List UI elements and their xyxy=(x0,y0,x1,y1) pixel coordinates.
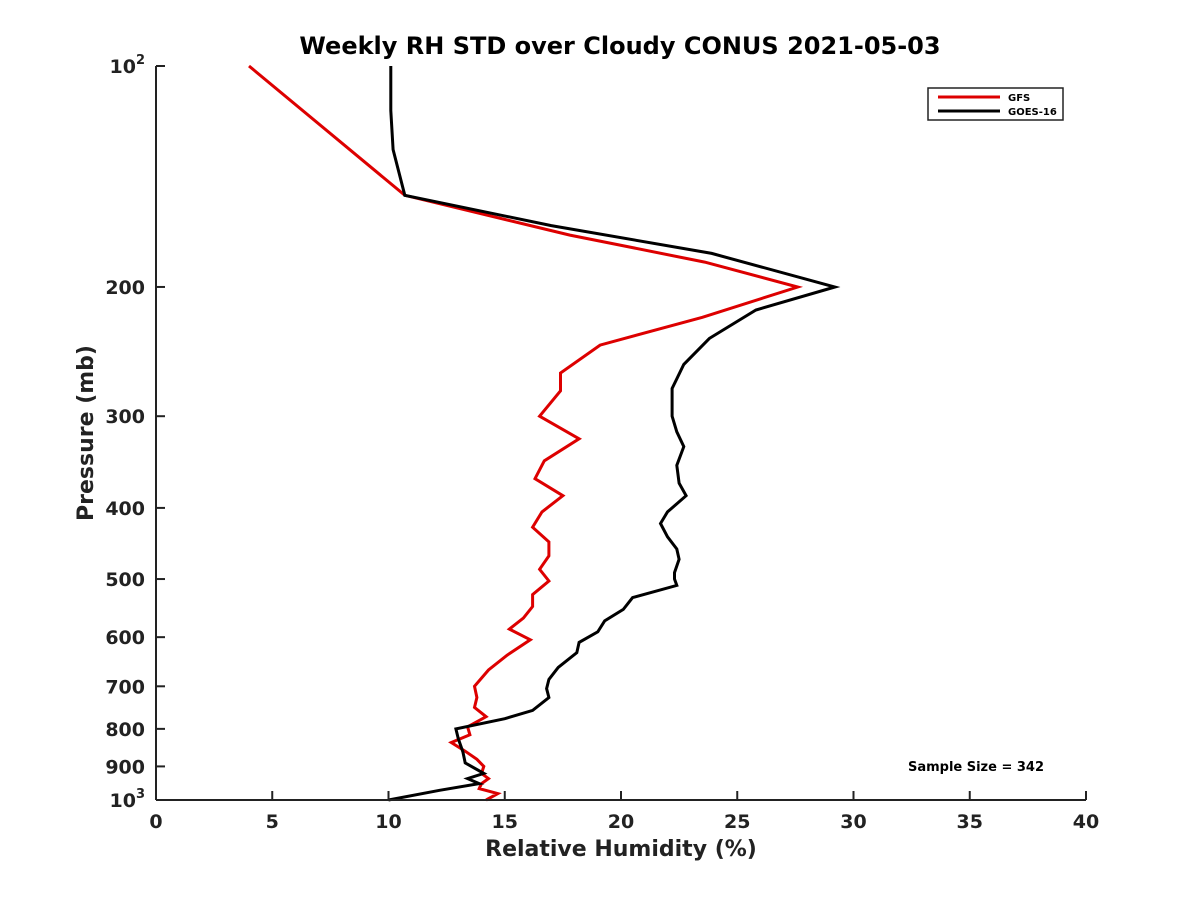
x-ticks: 0 5 10 15 20 25 30 35 40 xyxy=(149,791,1099,833)
y-tick-label: 600 xyxy=(105,627,145,649)
y-tick-label: 103 xyxy=(110,787,146,812)
x-tick-label: 25 xyxy=(724,811,750,833)
y-tick-label: 900 xyxy=(105,756,145,778)
y-tick-label: 700 xyxy=(105,676,145,698)
plot-lines xyxy=(248,64,841,802)
legend-label-gfs: GFS xyxy=(1008,93,1030,104)
y-tick-label: 300 xyxy=(105,406,145,428)
x-tick-label: 20 xyxy=(608,811,634,833)
legend-label-goes16: GOES-16 xyxy=(1008,107,1057,118)
y-tick-label: 200 xyxy=(105,277,145,299)
x-tick-label: 10 xyxy=(375,811,401,833)
legend: GFS GOES-16 xyxy=(927,87,1064,121)
x-tick-label: 15 xyxy=(492,811,518,833)
y-tick-label: 500 xyxy=(105,569,145,591)
y-tick-label: 102 xyxy=(110,53,146,78)
series-line-gfs xyxy=(248,64,804,802)
series-line-goes16 xyxy=(388,66,841,802)
y-axis-label: Pressure (mb) xyxy=(74,345,99,521)
x-tick-label: 35 xyxy=(957,811,983,833)
chart-title: Weekly RH STD over Cloudy CONUS 2021-05-… xyxy=(299,32,940,60)
x-tick-label: 0 xyxy=(149,811,162,833)
y-tick-label: 400 xyxy=(105,498,145,520)
x-tick-label: 5 xyxy=(266,811,279,833)
legend-box xyxy=(927,87,1064,121)
y-ticks: 102 200 300 400 500 600 700 800 900 103 xyxy=(105,53,165,812)
x-tick-label: 40 xyxy=(1073,811,1099,833)
x-axis-label: Relative Humidity (%) xyxy=(485,837,757,862)
y-tick-label: 800 xyxy=(105,719,145,741)
x-tick-label: 30 xyxy=(840,811,866,833)
sample-size-annotation: Sample Size = 342 xyxy=(908,760,1044,775)
